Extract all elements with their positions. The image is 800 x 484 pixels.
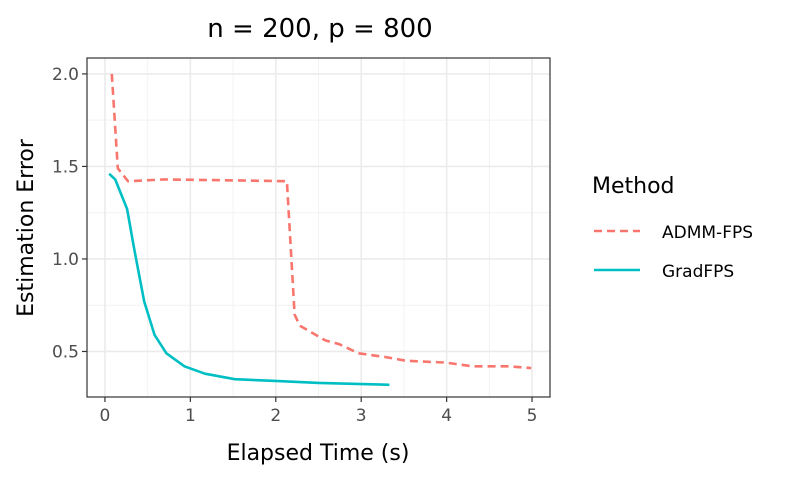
legend-label-admm-fps: ADMM-FPS xyxy=(662,223,753,243)
y-tick-label: 1.0 xyxy=(52,250,79,270)
x-axis-label: Elapsed Time (s) xyxy=(227,441,410,466)
y-tick-label: 0.5 xyxy=(52,342,79,362)
x-tick-label: 2 xyxy=(270,406,281,426)
legend-title: Method xyxy=(592,174,675,199)
y-tick-label: 1.5 xyxy=(52,157,79,177)
y-axis: 0.5 1.0 1.5 2.0 xyxy=(52,65,87,362)
x-tick-label: 1 xyxy=(185,406,196,426)
series-line-gradfps xyxy=(108,172,390,387)
y-tick-label: 2.0 xyxy=(52,65,79,85)
x-tick-label: 5 xyxy=(527,406,538,426)
y-axis-label: Estimation Error xyxy=(14,138,39,317)
legend: Method ADMM-FPS GradFPS xyxy=(592,174,753,282)
chart-title: n = 200, p = 800 xyxy=(207,14,432,44)
x-tick-label: 4 xyxy=(441,406,452,426)
series-lines xyxy=(108,73,532,387)
panel-border xyxy=(86,57,551,398)
legend-label-gradfps: GradFPS xyxy=(662,262,734,282)
gridlines xyxy=(87,58,550,397)
x-tick-label: 3 xyxy=(356,406,367,426)
x-tick-label: 0 xyxy=(100,406,111,426)
x-axis: 0 1 2 3 4 5 xyxy=(100,397,538,426)
